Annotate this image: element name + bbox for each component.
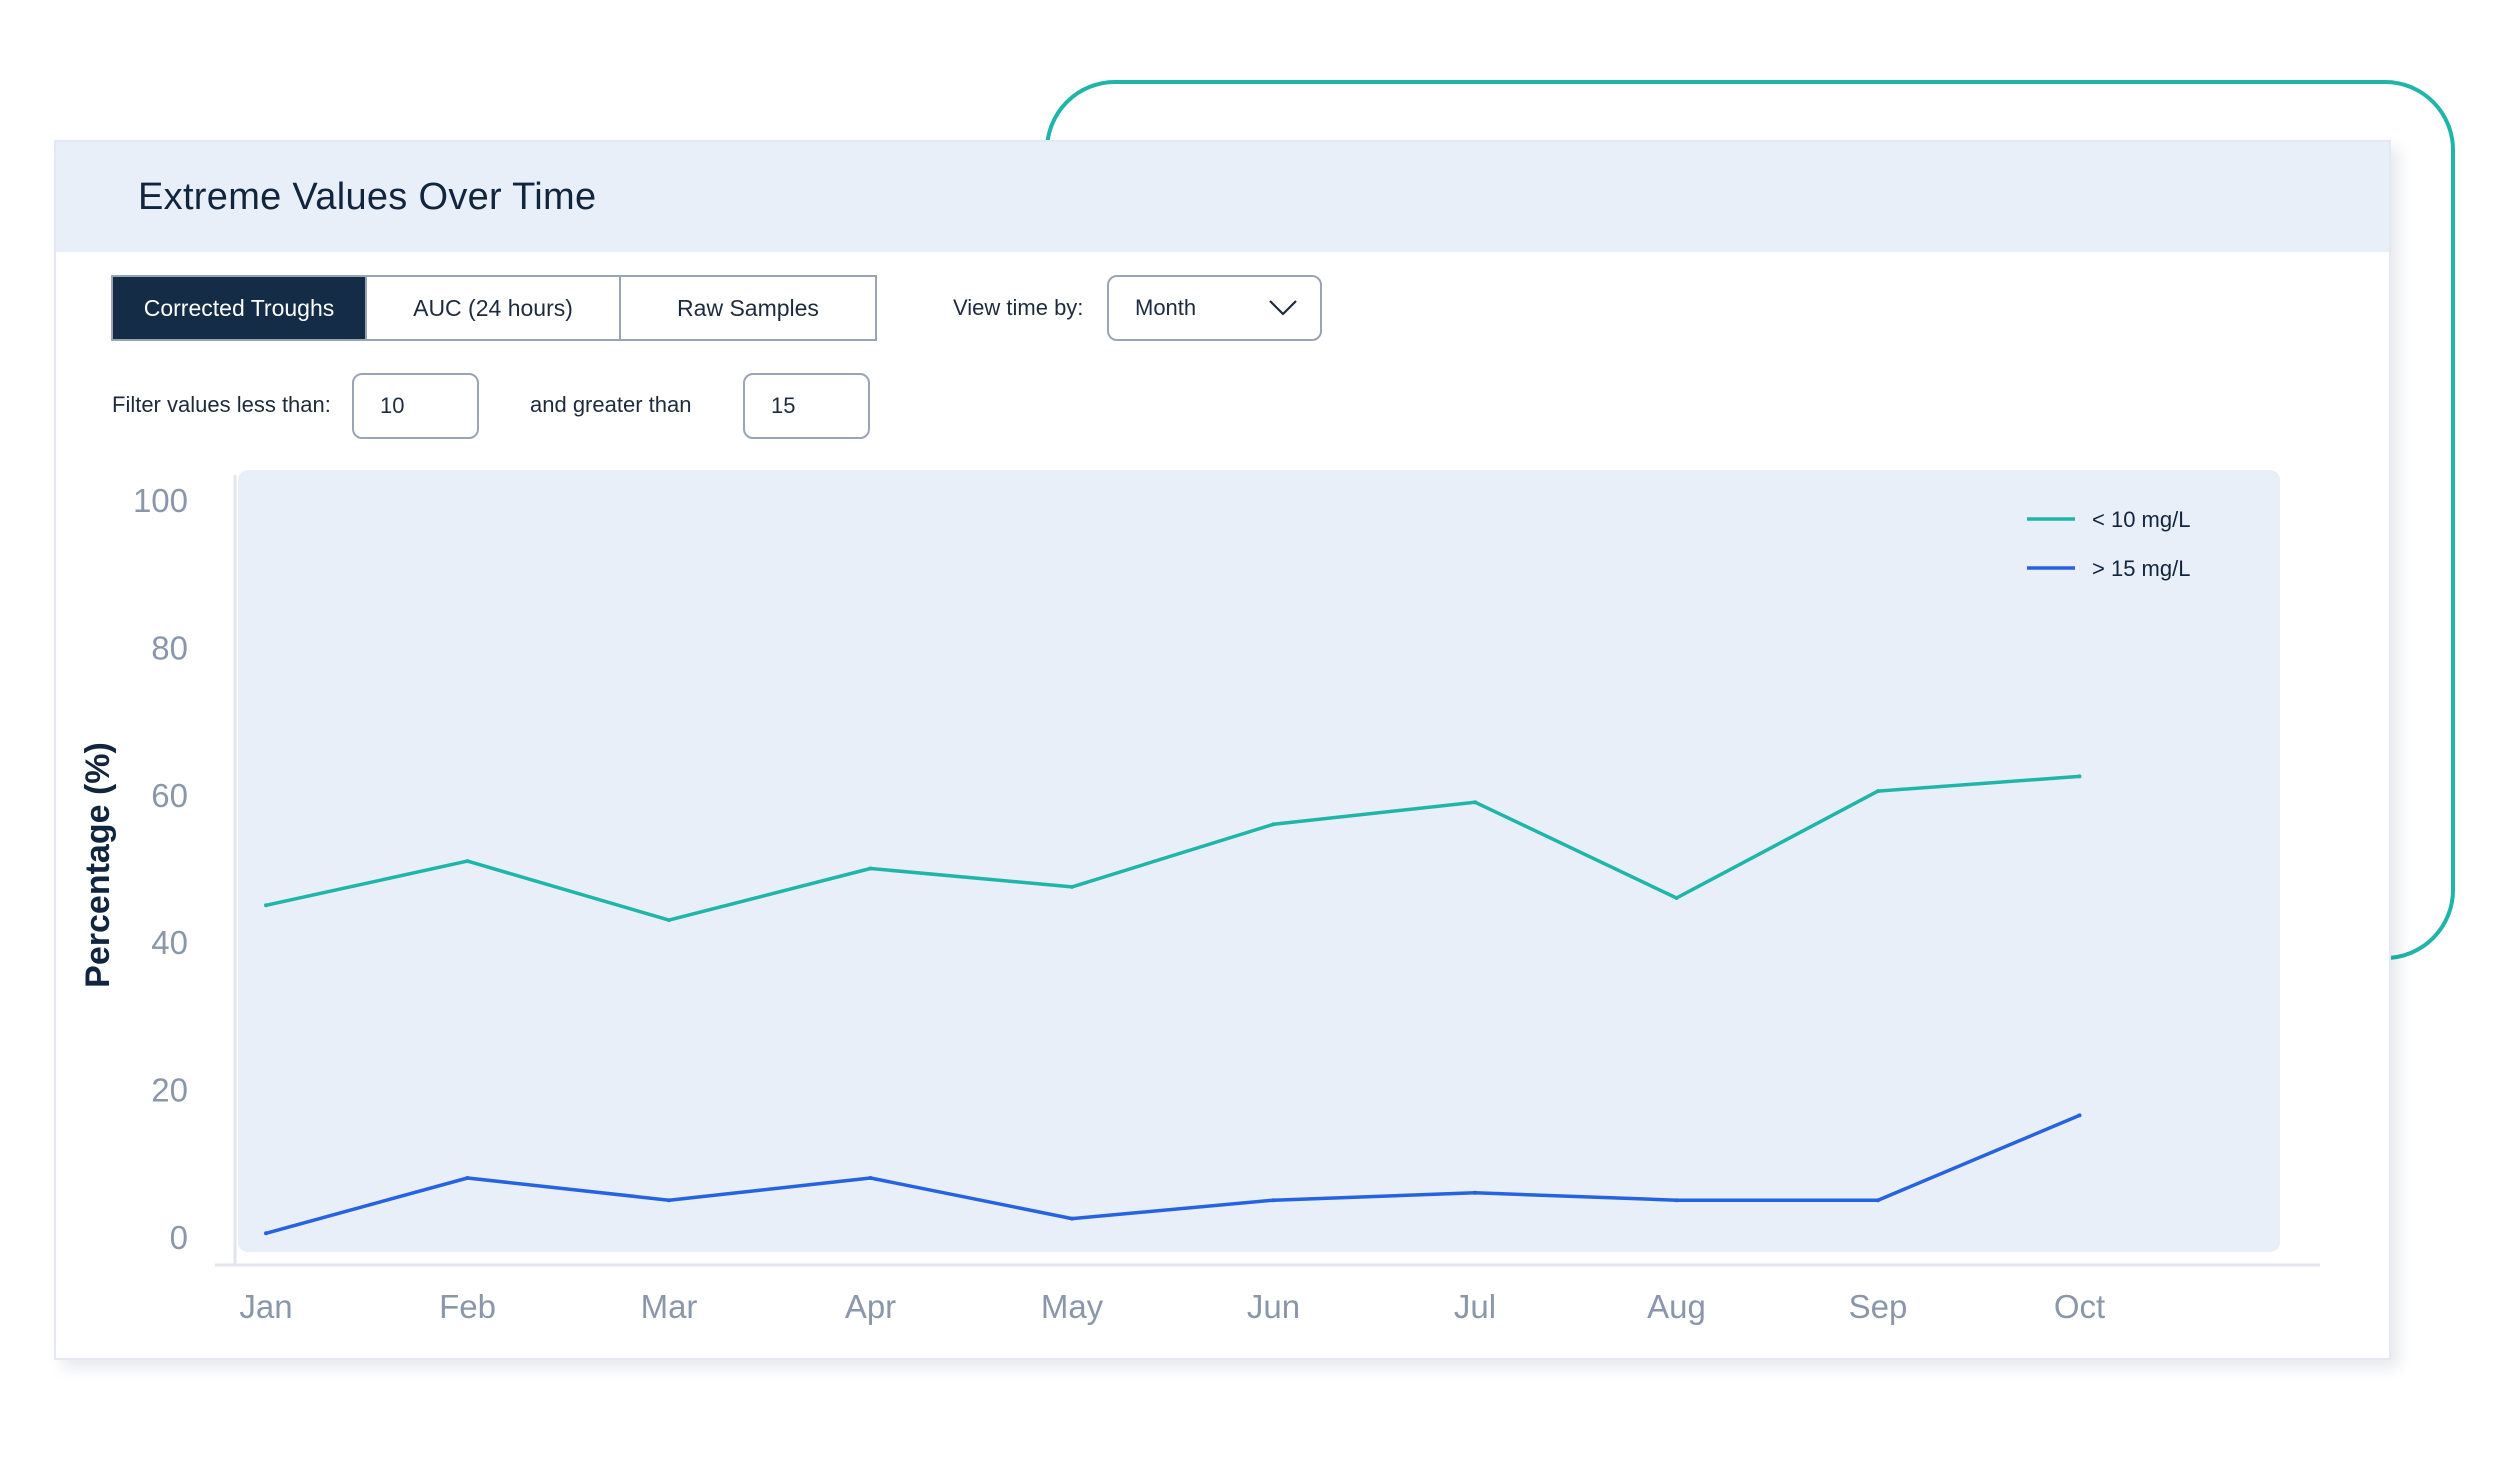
- data-point: [1070, 884, 1074, 889]
- data-point: [1473, 1190, 1477, 1195]
- legend-label: < 10 mg/L: [2092, 507, 2190, 532]
- data-point: [465, 859, 470, 864]
- data-point: [1473, 800, 1477, 805]
- x-tick-label: Apr: [845, 1288, 896, 1325]
- y-tick-label: 100: [133, 482, 188, 519]
- x-tick-label: Jan: [239, 1288, 292, 1325]
- x-tick-label: Oct: [2054, 1288, 2105, 1325]
- data-point: [1876, 1198, 1880, 1203]
- x-tick-label: Aug: [1647, 1288, 1706, 1325]
- x-tick-label: May: [1041, 1288, 1104, 1325]
- data-point: [1070, 1216, 1074, 1221]
- plot-area: [238, 470, 2280, 1252]
- view-time-value: Month: [1135, 295, 1197, 320]
- data-point: [465, 1176, 470, 1180]
- data-point: [868, 1176, 873, 1180]
- tab-raw-samples[interactable]: Raw Samples: [621, 277, 875, 339]
- x-tick-label: Feb: [439, 1288, 496, 1325]
- y-tick-label: 60: [151, 777, 188, 814]
- tab-auc-24-hours[interactable]: AUC (24 hours): [367, 277, 621, 339]
- less-than-input[interactable]: 10: [352, 373, 479, 439]
- series-line-above-15: [265, 1113, 2081, 1235]
- x-tick-label: Jun: [1247, 1288, 1300, 1325]
- view-time-label: View time by:: [953, 295, 1084, 320]
- x-tick-label: Mar: [641, 1288, 698, 1325]
- tab-corrected-troughs[interactable]: Corrected Troughs: [113, 277, 367, 339]
- x-tick-label: Jul: [1454, 1288, 1496, 1325]
- legend-label: > 15 mg/L: [2092, 556, 2190, 581]
- y-tick-label: 40: [151, 924, 188, 961]
- data-point: [264, 1231, 268, 1236]
- y-axis-title: Percentage (%): [79, 742, 117, 988]
- data-point: [1674, 896, 1679, 900]
- data-point: [1271, 1198, 1276, 1203]
- view-time-dropdown[interactable]: Month: [1107, 275, 1322, 341]
- y-tick-label: 20: [151, 1072, 188, 1109]
- series-line-below-10: [265, 774, 2080, 922]
- data-point: [264, 903, 268, 908]
- y-tick-label: 0: [170, 1219, 188, 1256]
- filter-greater-than-label: and greater than: [530, 392, 692, 417]
- card-header: Extreme Values Over Time: [56, 142, 2389, 252]
- chevron-down-icon: [1269, 300, 1297, 316]
- data-point: [1674, 1198, 1679, 1203]
- filter-less-than-label: Filter values less than:: [112, 392, 331, 417]
- data-point: [667, 918, 671, 923]
- metric-tab-group: Corrected Troughs AUC (24 hours) Raw Sam…: [111, 275, 877, 341]
- greater-than-input[interactable]: 15: [743, 373, 870, 439]
- x-tick-label: Sep: [1849, 1288, 1908, 1325]
- data-point: [667, 1198, 671, 1203]
- data-point: [2077, 774, 2082, 779]
- data-point: [2077, 1113, 2082, 1118]
- data-point: [868, 866, 873, 871]
- data-point: [1271, 822, 1276, 827]
- data-point: [1876, 789, 1880, 794]
- y-tick-label: 80: [151, 629, 188, 666]
- card-title: Extreme Values Over Time: [138, 175, 597, 218]
